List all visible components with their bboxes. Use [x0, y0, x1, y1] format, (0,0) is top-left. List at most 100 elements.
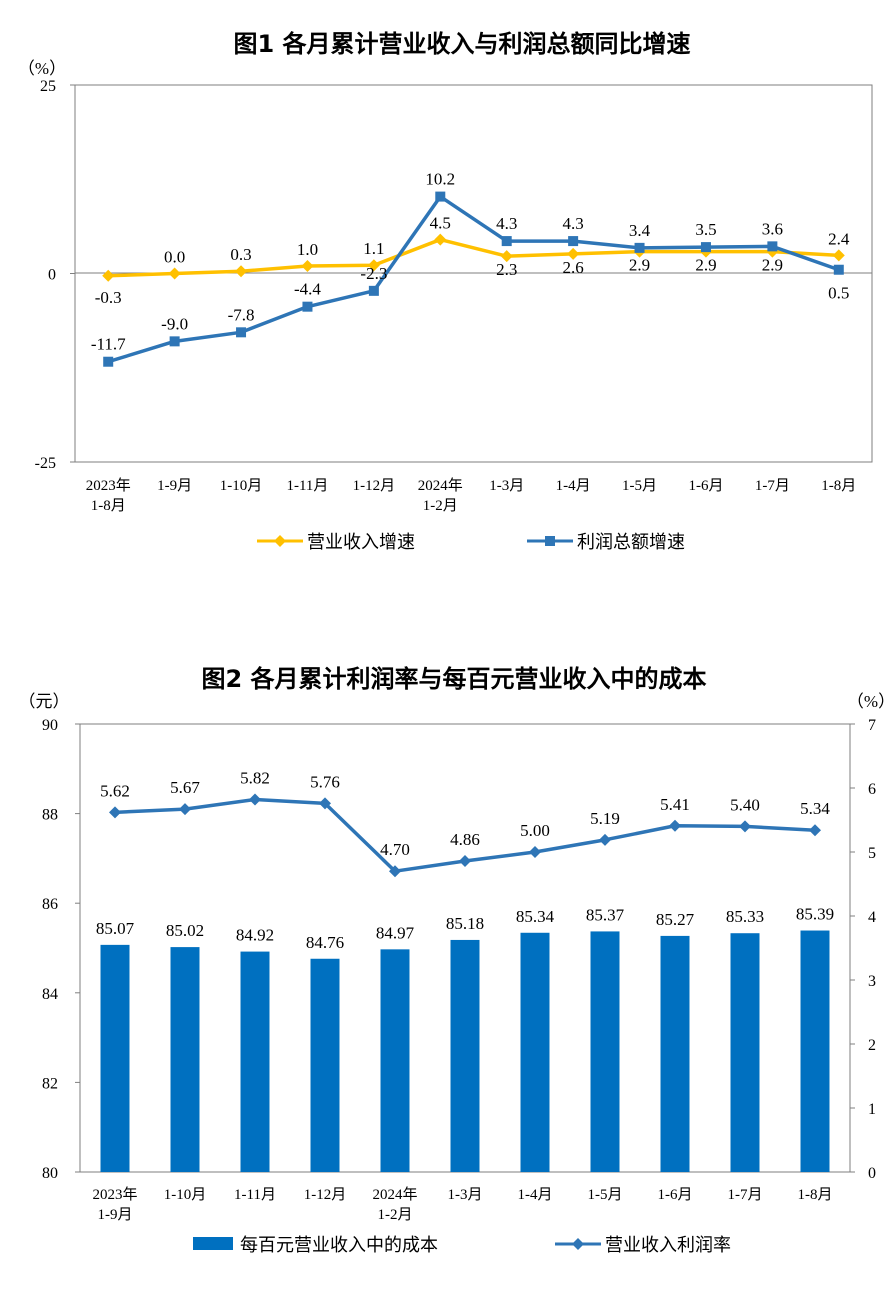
- profit-margin-data-label: 5.82: [240, 769, 270, 788]
- profit-growth-line: [107, 194, 840, 364]
- chart2-ytick-right-label: 2: [868, 1037, 876, 1054]
- profit-growth-data-label: -2.3: [360, 264, 387, 283]
- legend-label-profit: 利润总额增速: [577, 532, 685, 553]
- cost-bar: [450, 939, 480, 1172]
- chart2-ytick-right-label: 4: [868, 909, 876, 926]
- chart1-category-label: 2024年 1-2月: [418, 477, 463, 514]
- profit-growth-point: [169, 336, 180, 347]
- chart2-ytick-left-label: 88: [42, 807, 58, 824]
- chart1-category-label: 1-9月: [157, 478, 192, 494]
- profit-growth-data-label: 4.3: [496, 214, 517, 233]
- cost-bar-data-label: 85.34: [516, 907, 555, 926]
- chart1-category-label: 1-11月: [286, 478, 328, 494]
- chart1-category-label: 1-6月: [688, 478, 723, 494]
- chart1: 图1 各月累计营业收入与利润总额同比增速 （%） 25 0 -25 2023年 1-8…: [18, 30, 873, 553]
- cost-bar-data-label: 85.33: [726, 907, 764, 926]
- profit-growth-data-label: 3.6: [762, 219, 783, 238]
- chart1-category-label: 1-7月: [755, 478, 790, 494]
- chart2-ytick-right-label: 3: [868, 973, 876, 990]
- revenue-growth-data-label: 2.9: [762, 256, 783, 275]
- revenue-growth-point: [500, 250, 513, 263]
- chart2-y-unit-left: （元）: [19, 692, 70, 711]
- cost-bar: [170, 947, 200, 1172]
- cost-bar: [310, 958, 340, 1172]
- cost-bar-data-label: 85.18: [446, 914, 484, 933]
- chart2-ytick-left-label: 86: [42, 896, 58, 913]
- profit-margin-data-label: 5.40: [730, 795, 760, 814]
- profit-margin-data-label: 4.70: [380, 840, 410, 859]
- revenue-growth-data-label: 2.4: [828, 229, 850, 248]
- legend-label-margin: 营业收入利润率: [605, 1235, 731, 1256]
- chart2-ytick-left-label: 82: [42, 1075, 58, 1092]
- chart2-category-label: 2023年 1-9月: [92, 1186, 137, 1223]
- profit-growth-point: [302, 301, 313, 312]
- chart2-category-label: 1-8月: [798, 1187, 833, 1203]
- chart1-legend: 营业收入增速 利润总额增速: [257, 532, 685, 553]
- revenue-growth-line: [108, 237, 839, 278]
- chart1-category-label: 1-3月: [489, 478, 524, 494]
- profit-margin-point: [459, 854, 471, 867]
- profit-margin-point: [739, 820, 751, 833]
- revenue-growth-data-label: 2.9: [695, 256, 716, 275]
- chart2-category-label: 1-7月: [728, 1187, 763, 1203]
- cost-bar-data-label: 85.27: [656, 910, 695, 929]
- profit-margin-data-label: 5.34: [800, 799, 830, 818]
- chart1-ytick-label: 25: [40, 78, 56, 95]
- revenue-growth-point: [102, 269, 115, 282]
- chart2-category-label: 1-10月: [164, 1187, 207, 1203]
- cost-bar: [240, 951, 270, 1172]
- chart1-ytick-label: 0: [48, 267, 56, 284]
- profit-growth-data-label: -11.7: [91, 335, 126, 354]
- cost-bar: [730, 933, 760, 1172]
- legend-marker-margin: [572, 1238, 584, 1250]
- chart2-category-label: 1-12月: [304, 1187, 347, 1203]
- profit-margin-data-label: 5.76: [310, 772, 340, 791]
- profit-growth-point: [833, 264, 844, 275]
- revenue-growth-data-label: 2.3: [496, 260, 517, 279]
- chart2-category-label: 1-6月: [658, 1187, 693, 1203]
- chart1-title: 图1 各月累计营业收入与利润总额同比增速: [233, 30, 690, 58]
- profit-growth-point: [700, 242, 711, 253]
- profit-growth-point: [634, 242, 645, 253]
- profit-margin-data-label: 5.41: [660, 795, 690, 814]
- cost-bar-data-label: 84.92: [236, 926, 274, 945]
- revenue-growth-point: [832, 249, 845, 262]
- profit-margin-point: [389, 865, 401, 878]
- chart1-y-unit: （%）: [18, 59, 66, 78]
- cost-bar: [100, 944, 130, 1172]
- profit-growth-data-label: -4.4: [294, 280, 321, 299]
- profit-growth-data-label: -9.0: [161, 314, 188, 333]
- profit-growth-data-label: 3.5: [695, 220, 716, 239]
- revenue-growth-data-label: 0.3: [230, 245, 251, 264]
- cost-bar: [590, 931, 620, 1172]
- cost-bar-data-label: 84.97: [376, 923, 415, 942]
- profit-margin-data-label: 5.67: [170, 778, 200, 797]
- chart1-ytick-label: -25: [35, 455, 56, 472]
- profit-growth-data-label: 3.4: [629, 221, 651, 240]
- chart2-ytick-right-label: 6: [868, 781, 876, 798]
- chart2: 图2 各月累计利润率与每百元营业收入中的成本 （元） （%） 90 88 86 84 8…: [19, 665, 894, 1256]
- profit-margin-point: [109, 806, 121, 819]
- revenue-growth-data-label: 2.6: [563, 258, 584, 277]
- chart2-ytick-right-label: 0: [868, 1165, 876, 1182]
- profit-margin-point: [249, 793, 261, 806]
- chart2-title: 图2 各月累计利润率与每百元营业收入中的成本: [201, 665, 706, 693]
- cost-bar: [520, 932, 550, 1172]
- chart1-category-label: 2023年 1-8月: [86, 477, 131, 514]
- profit-growth-data-label: 4.3: [563, 214, 584, 233]
- profit-growth-point: [368, 285, 379, 296]
- chart2-category-label: 2024年 1-2月: [372, 1186, 417, 1223]
- legend-marker-cost: [193, 1237, 233, 1250]
- profit-margin-point: [669, 819, 681, 832]
- chart2-category-label: 1-11月: [234, 1187, 276, 1203]
- profit-margin-point: [529, 846, 541, 858]
- profit-margin-data-label: 5.00: [520, 821, 550, 840]
- revenue-growth-point: [367, 259, 380, 272]
- profit-margin-point: [179, 803, 191, 816]
- revenue-growth-data-label: 4.5: [430, 214, 451, 233]
- profit-growth-point: [767, 241, 778, 252]
- chart2-ytick-right-label: 1: [868, 1101, 876, 1118]
- profit-growth-data-label: -7.8: [228, 305, 255, 324]
- chart2-ytick-left-label: 84: [42, 986, 58, 1003]
